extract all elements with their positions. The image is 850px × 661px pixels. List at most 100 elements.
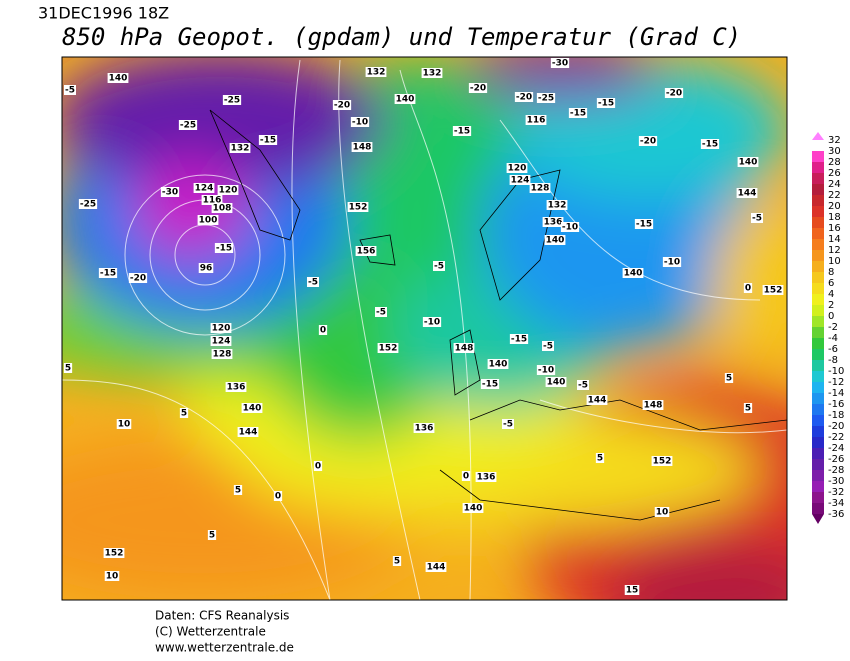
label-bg xyxy=(313,461,323,471)
contour-label: 120 xyxy=(219,186,238,196)
contour-label: 100 xyxy=(199,216,218,226)
contour-label: -25 xyxy=(180,121,196,131)
legend-label: 10 xyxy=(828,256,841,267)
legend-swatch xyxy=(812,426,824,437)
contour-label: 140 xyxy=(243,404,262,414)
contour-label: 140 xyxy=(109,74,128,84)
label-bg xyxy=(700,139,720,149)
contour-label: -20 xyxy=(470,84,486,94)
legend-swatch xyxy=(812,173,824,184)
label-bg xyxy=(160,187,180,197)
label-bg xyxy=(211,203,233,213)
label-bg xyxy=(233,485,243,495)
legend-label: -30 xyxy=(828,476,844,487)
contour-label: -25 xyxy=(80,200,96,210)
contour-label: -25 xyxy=(224,96,240,106)
legend-label: -10 xyxy=(828,366,844,377)
legend-swatch xyxy=(812,195,824,206)
label-bg xyxy=(737,157,759,167)
legend-swatch xyxy=(812,261,824,272)
legend-label: -16 xyxy=(828,399,844,410)
contour-label: -30 xyxy=(552,59,568,69)
legend-label: -28 xyxy=(828,465,844,476)
contour-label: 144 xyxy=(588,396,607,406)
contour-label: 132 xyxy=(548,201,567,211)
contour-label: -5 xyxy=(578,381,588,391)
contour-label: 5 xyxy=(726,374,732,384)
contour-label: 0 xyxy=(745,284,751,294)
contour-label: 136 xyxy=(544,218,563,228)
legend-label: 6 xyxy=(828,278,834,289)
legend-swatch xyxy=(812,459,824,470)
legend-arrow xyxy=(812,514,824,524)
legend-swatch xyxy=(812,327,824,338)
legend-swatch xyxy=(812,470,824,481)
contour-label: 144 xyxy=(239,428,258,438)
contour-label: 140 xyxy=(624,269,643,279)
legend-swatch xyxy=(812,250,824,261)
legend-label: 16 xyxy=(828,223,841,234)
legend-label: -24 xyxy=(828,443,844,454)
legend-swatch xyxy=(812,283,824,294)
label-bg xyxy=(596,98,616,108)
label-bg xyxy=(214,243,234,253)
contour-label: 124 xyxy=(195,184,214,194)
label-bg xyxy=(545,377,567,387)
label-bg xyxy=(525,115,547,125)
label-bg xyxy=(351,142,373,152)
label-bg xyxy=(654,507,670,517)
label-bg xyxy=(229,143,251,153)
contour-label: -5 xyxy=(752,214,762,224)
contour-label: 128 xyxy=(213,350,232,360)
map-frame xyxy=(61,56,788,601)
contour-label: -10 xyxy=(352,118,368,128)
label-bg xyxy=(502,419,514,429)
label-bg xyxy=(642,400,664,410)
legend-swatch xyxy=(812,404,824,415)
contour-label: -15 xyxy=(100,269,116,279)
contour-label: -15 xyxy=(702,140,718,150)
legend-label: 12 xyxy=(828,245,841,256)
contour-label: 5 xyxy=(65,364,71,374)
legend-label: -22 xyxy=(828,432,844,443)
label-bg xyxy=(462,503,484,513)
label-bg xyxy=(487,359,509,369)
date: 31DEC1996 18Z xyxy=(38,4,169,23)
contour-label: -10 xyxy=(538,366,554,376)
label-bg xyxy=(514,92,534,102)
label-bg xyxy=(743,283,753,293)
contour-label: 120 xyxy=(508,164,527,174)
label-bg xyxy=(475,472,497,482)
contour-label: 0 xyxy=(463,472,469,482)
title: 850 hPa Geopot. (gpdam) und Temperatur (… xyxy=(62,23,741,51)
label-bg xyxy=(107,73,129,83)
label-bg xyxy=(207,530,217,540)
legend-swatch xyxy=(812,437,824,448)
legend-swatch xyxy=(812,481,824,492)
label-bg xyxy=(347,202,369,212)
legend-swatch xyxy=(812,338,824,349)
contour-label: 136 xyxy=(477,473,496,483)
label-bg xyxy=(480,379,500,389)
legend-swatch xyxy=(812,305,824,316)
label-bg xyxy=(210,323,232,333)
legend-label: 4 xyxy=(828,289,834,300)
label-bg xyxy=(241,403,263,413)
contour-label: -15 xyxy=(511,335,527,345)
contour-label: -10 xyxy=(664,258,680,268)
label-bg xyxy=(536,93,556,103)
contour-label: 152 xyxy=(105,549,124,559)
label-bg xyxy=(392,556,402,566)
contour-label: 5 xyxy=(181,409,187,419)
contour-label: -20 xyxy=(130,274,146,284)
legend-swatch xyxy=(812,371,824,382)
label-bg xyxy=(452,126,472,136)
label-bg xyxy=(546,200,568,210)
legend-label: -32 xyxy=(828,487,844,498)
label-bg xyxy=(724,373,734,383)
legend-label: -2 xyxy=(828,322,838,333)
contour-label: 140 xyxy=(546,236,565,246)
label-bg xyxy=(586,395,608,405)
label-bg xyxy=(355,246,377,256)
contour-label: -15 xyxy=(570,109,586,119)
